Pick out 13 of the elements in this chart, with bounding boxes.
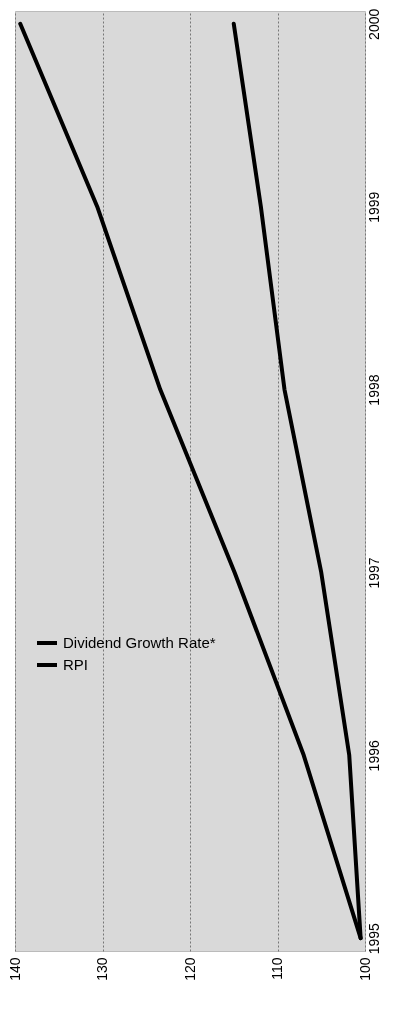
x-tick-label: 110 — [269, 957, 285, 980]
legend-label: Dividend Growth Rate* — [63, 634, 216, 651]
x-tick-label: 130 — [94, 957, 110, 981]
x-tick-label: 120 — [181, 957, 198, 981]
y-tick-label: 2000 — [365, 8, 382, 40]
legend-label: RPI — [63, 656, 89, 673]
y-tick-label: 1997 — [365, 557, 382, 589]
y-tick-label: 1996 — [365, 740, 382, 772]
x-tick-label: 140 — [6, 957, 23, 981]
y-tick-label: 1995 — [365, 922, 382, 955]
y-tick-label: 1998 — [365, 374, 382, 406]
y-tick-label: 1999 — [365, 191, 382, 223]
x-tick-label: 100 — [356, 957, 373, 981]
